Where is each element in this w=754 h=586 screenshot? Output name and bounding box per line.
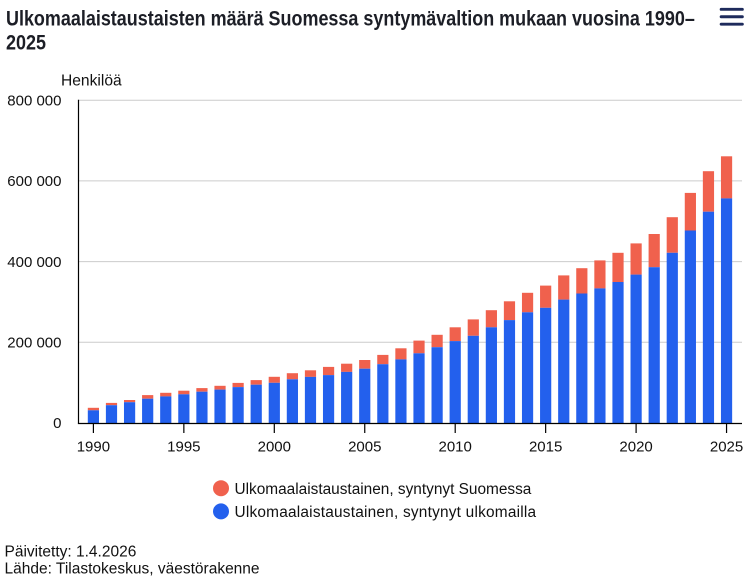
svg-text:800 000: 800 000 (7, 92, 61, 109)
svg-text:Henkilöä: Henkilöä (61, 72, 122, 89)
svg-text:2015: 2015 (529, 438, 562, 455)
svg-text:2010: 2010 (439, 438, 472, 455)
svg-text:Päivitetty: 1.4.2026: Päivitetty: 1.4.2026 (5, 544, 137, 561)
svg-text:Ulkomaalaistaustainen, syntyny: Ulkomaalaistaustainen, syntynyt ulkomail… (235, 504, 537, 521)
svg-text:400 000: 400 000 (7, 254, 61, 271)
svg-text:Ulkomaalaistaustainen, syntyny: Ulkomaalaistaustainen, syntynyt Suomessa (235, 481, 532, 498)
svg-text:Lähde: Tilastokeskus, väestöra: Lähde: Tilastokeskus, väestörakenne (5, 561, 260, 578)
svg-text:600 000: 600 000 (7, 173, 61, 190)
svg-text:2000: 2000 (258, 438, 291, 455)
svg-text:1995: 1995 (167, 438, 200, 455)
svg-text:2025: 2025 (6, 31, 46, 55)
svg-text:Ulkomaalaistaustaisten määrä S: Ulkomaalaistaustaisten määrä Suomessa sy… (6, 7, 695, 31)
svg-text:200 000: 200 000 (7, 335, 61, 352)
svg-text:2020: 2020 (619, 438, 652, 455)
svg-text:2025: 2025 (710, 438, 743, 455)
svg-text:1990: 1990 (77, 438, 110, 455)
svg-text:0: 0 (53, 415, 61, 432)
svg-text:2005: 2005 (348, 438, 381, 455)
